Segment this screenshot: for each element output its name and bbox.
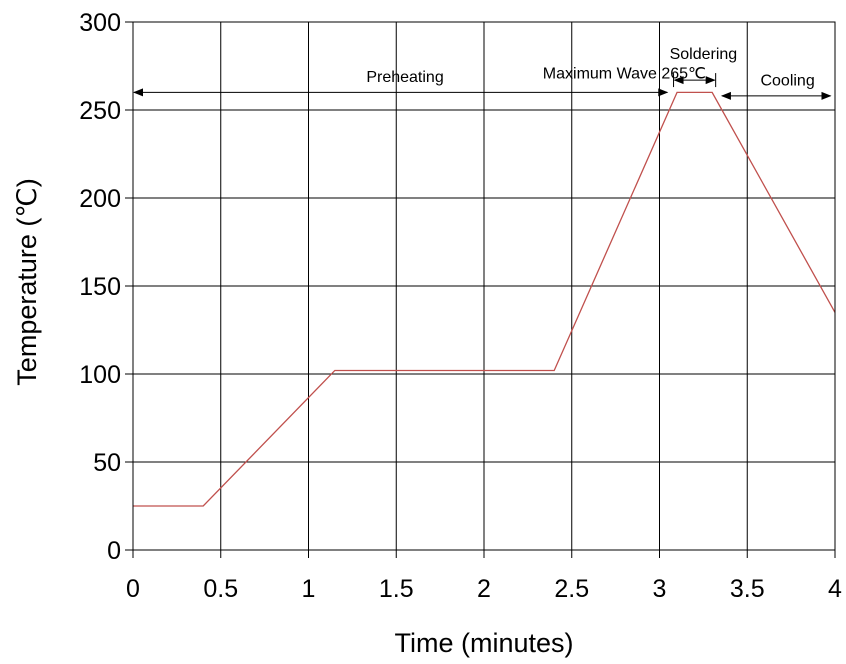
x-tick-label: 0 — [126, 575, 140, 603]
annotations: Preheating Maximum Wave 265℃ Soldering Cool… — [133, 46, 832, 100]
y-tick-label: 0 — [107, 537, 121, 565]
x-axis-label: Time (minutes) — [394, 628, 573, 658]
arrow-head-right — [705, 76, 716, 85]
arrow-head-left — [720, 91, 731, 100]
x-tick-label: 3 — [653, 575, 667, 603]
x-tick-label: 3.5 — [730, 575, 765, 603]
arrow-head-right — [821, 91, 832, 100]
arrow-head-left — [133, 88, 143, 97]
grid — [125, 21, 836, 558]
arrow-head-left — [673, 76, 684, 85]
annotation-label: Maximum Wave 265℃ — [543, 65, 706, 82]
y-tick-label: 200 — [79, 185, 121, 213]
y-tick-label: 100 — [79, 361, 121, 389]
y-axis-label: Temperature (℃) — [12, 178, 42, 385]
x-tick-label: 1.5 — [379, 575, 414, 603]
annotation-label: Soldering — [670, 46, 738, 63]
y-tick-label: 300 — [79, 9, 121, 37]
x-tick-label: 1 — [302, 575, 316, 603]
double-arrow — [673, 76, 716, 85]
ticks: 0 0.5 1 1.5 2 2.5 3 3.5 4 0 50 100 150 200 250 300 — [79, 9, 842, 603]
annotation-label: Preheating — [366, 69, 443, 86]
x-tick-label: 2.5 — [554, 575, 589, 603]
x-tick-label: 4 — [828, 575, 842, 603]
series — [133, 91, 836, 507]
plot-frame — [132, 21, 836, 551]
double-arrow — [133, 88, 669, 97]
x-tick-label: 0.5 — [203, 575, 238, 603]
annotation-label: Cooling — [760, 72, 814, 89]
x-tick-label: 2 — [477, 575, 491, 603]
arrow-head-right — [658, 88, 669, 97]
y-tick-label: 250 — [79, 97, 121, 125]
temperature-profile-line — [133, 91, 836, 507]
double-arrow — [720, 91, 832, 100]
y-tick-label: 150 — [79, 273, 121, 301]
y-tick-label: 50 — [93, 449, 121, 477]
